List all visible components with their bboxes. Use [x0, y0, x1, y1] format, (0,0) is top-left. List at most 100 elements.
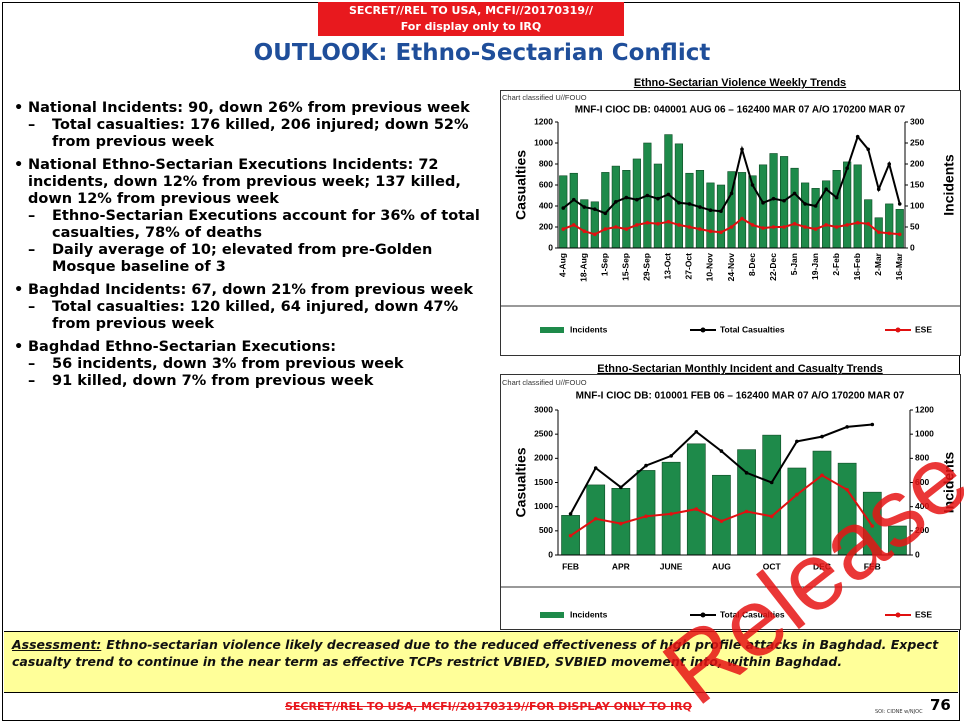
- point: [624, 195, 629, 200]
- bar: [812, 450, 832, 556]
- legend-marker: [700, 612, 706, 618]
- point: [782, 225, 786, 229]
- bullet-group: Baghdad Incidents: 67, down 21% from pre…: [14, 282, 494, 333]
- y2-tick-label: 1200: [915, 404, 934, 414]
- point: [666, 192, 671, 197]
- point: [656, 196, 660, 201]
- y-tick-label: 400: [539, 200, 553, 210]
- bar: [706, 182, 715, 249]
- bar: [837, 462, 857, 556]
- x-tick-label: 8-Dec: [747, 253, 757, 276]
- point: [677, 201, 681, 205]
- x-tick-label: 2-Mar: [873, 252, 883, 275]
- source: SOI: CIDNE w/NJOC: [875, 709, 923, 715]
- point: [824, 187, 828, 191]
- x-tick-label: 5-Jan: [789, 253, 799, 275]
- point: [771, 196, 776, 201]
- x-tick-label: 24-Nov: [726, 253, 736, 282]
- point: [614, 200, 618, 204]
- point: [593, 232, 597, 237]
- point: [687, 202, 692, 206]
- bar: [758, 164, 768, 249]
- point: [771, 225, 776, 229]
- y2-tick-label: 1000: [915, 428, 934, 438]
- point: [824, 223, 828, 227]
- bar: [611, 165, 620, 249]
- y2-tick-label: 0: [915, 549, 920, 559]
- point: [656, 222, 660, 226]
- assessment-label: Assessment:: [12, 637, 102, 652]
- point: [571, 197, 576, 202]
- x-tick-label: 29-Sep: [642, 253, 652, 281]
- legend-swatch: [540, 612, 564, 618]
- bar: [895, 209, 904, 249]
- y2-tick-label: 150: [910, 179, 924, 189]
- y-tick-label: 0: [548, 549, 553, 559]
- point: [870, 422, 875, 427]
- legend-marker: [895, 327, 901, 333]
- point: [719, 209, 723, 214]
- point: [750, 223, 755, 227]
- point: [769, 514, 774, 519]
- y-tick-label: 0: [548, 242, 553, 252]
- y-tick-label: 1500: [534, 477, 553, 487]
- y-axis-label: Casualties: [513, 150, 529, 220]
- point: [820, 434, 824, 439]
- bar: [664, 134, 673, 249]
- point: [694, 429, 699, 434]
- y2-tick-label: 300: [910, 116, 924, 126]
- bar: [569, 172, 578, 249]
- y-tick-label: 500: [539, 525, 553, 535]
- point: [795, 492, 799, 497]
- point: [603, 227, 608, 231]
- bar: [888, 525, 907, 556]
- point: [635, 223, 639, 227]
- bar: [674, 143, 684, 249]
- bar: [811, 188, 820, 249]
- point: [582, 229, 587, 233]
- point: [761, 226, 765, 230]
- bar: [685, 172, 694, 249]
- point: [740, 147, 744, 152]
- x-tick-label: FEB: [562, 561, 579, 571]
- legend-label: Incidents: [570, 324, 608, 334]
- point: [582, 205, 587, 209]
- bullet: National Ethno-Sectarian Executions Inci…: [14, 157, 494, 208]
- chart-subtitle: MNF-I CIOC DB: 040001 AUG 06 – 162400 MA…: [575, 105, 906, 116]
- bullet-group: National Ethno-Sectarian Executions Inci…: [14, 157, 494, 276]
- point: [645, 193, 650, 198]
- x-tick-label: 19-Jan: [810, 253, 820, 280]
- display-note: For display only to IRQ: [400, 20, 542, 33]
- point: [769, 480, 774, 485]
- legend-label: ESE: [915, 609, 932, 619]
- point: [624, 227, 629, 231]
- legend-label: Total Casualties: [720, 324, 785, 334]
- y-tick-label: 1000: [534, 137, 553, 147]
- point: [568, 533, 573, 538]
- legend-marker: [895, 612, 901, 618]
- y2-tick-label: 800: [915, 453, 929, 463]
- y-tick-label: 600: [539, 179, 553, 189]
- point: [593, 207, 597, 211]
- bar: [632, 158, 641, 249]
- point: [694, 507, 699, 511]
- x-tick-label: 4-Aug: [558, 253, 568, 277]
- point: [887, 231, 892, 236]
- x-tick-label: AUG: [712, 561, 731, 571]
- point: [719, 449, 724, 453]
- bar: [737, 172, 747, 249]
- point: [855, 134, 860, 139]
- bullet-list: National Incidents: 90, down 26% from pr…: [14, 100, 494, 396]
- bar: [885, 203, 894, 249]
- bar: [686, 443, 706, 556]
- point: [677, 223, 681, 227]
- point: [645, 221, 650, 225]
- bar: [853, 164, 862, 249]
- point: [845, 487, 849, 492]
- chart: Ethno-Sectarian Monthly Incident and Cas…: [500, 363, 961, 630]
- sub-bullet: Ethno-Sectarian Executions account for 3…: [14, 208, 494, 242]
- point: [635, 197, 639, 202]
- point: [687, 225, 692, 229]
- x-tick-label: JUNE: [660, 561, 683, 571]
- bullet-group: Baghdad Ethno-Sectarian Executions:56 in…: [14, 339, 494, 390]
